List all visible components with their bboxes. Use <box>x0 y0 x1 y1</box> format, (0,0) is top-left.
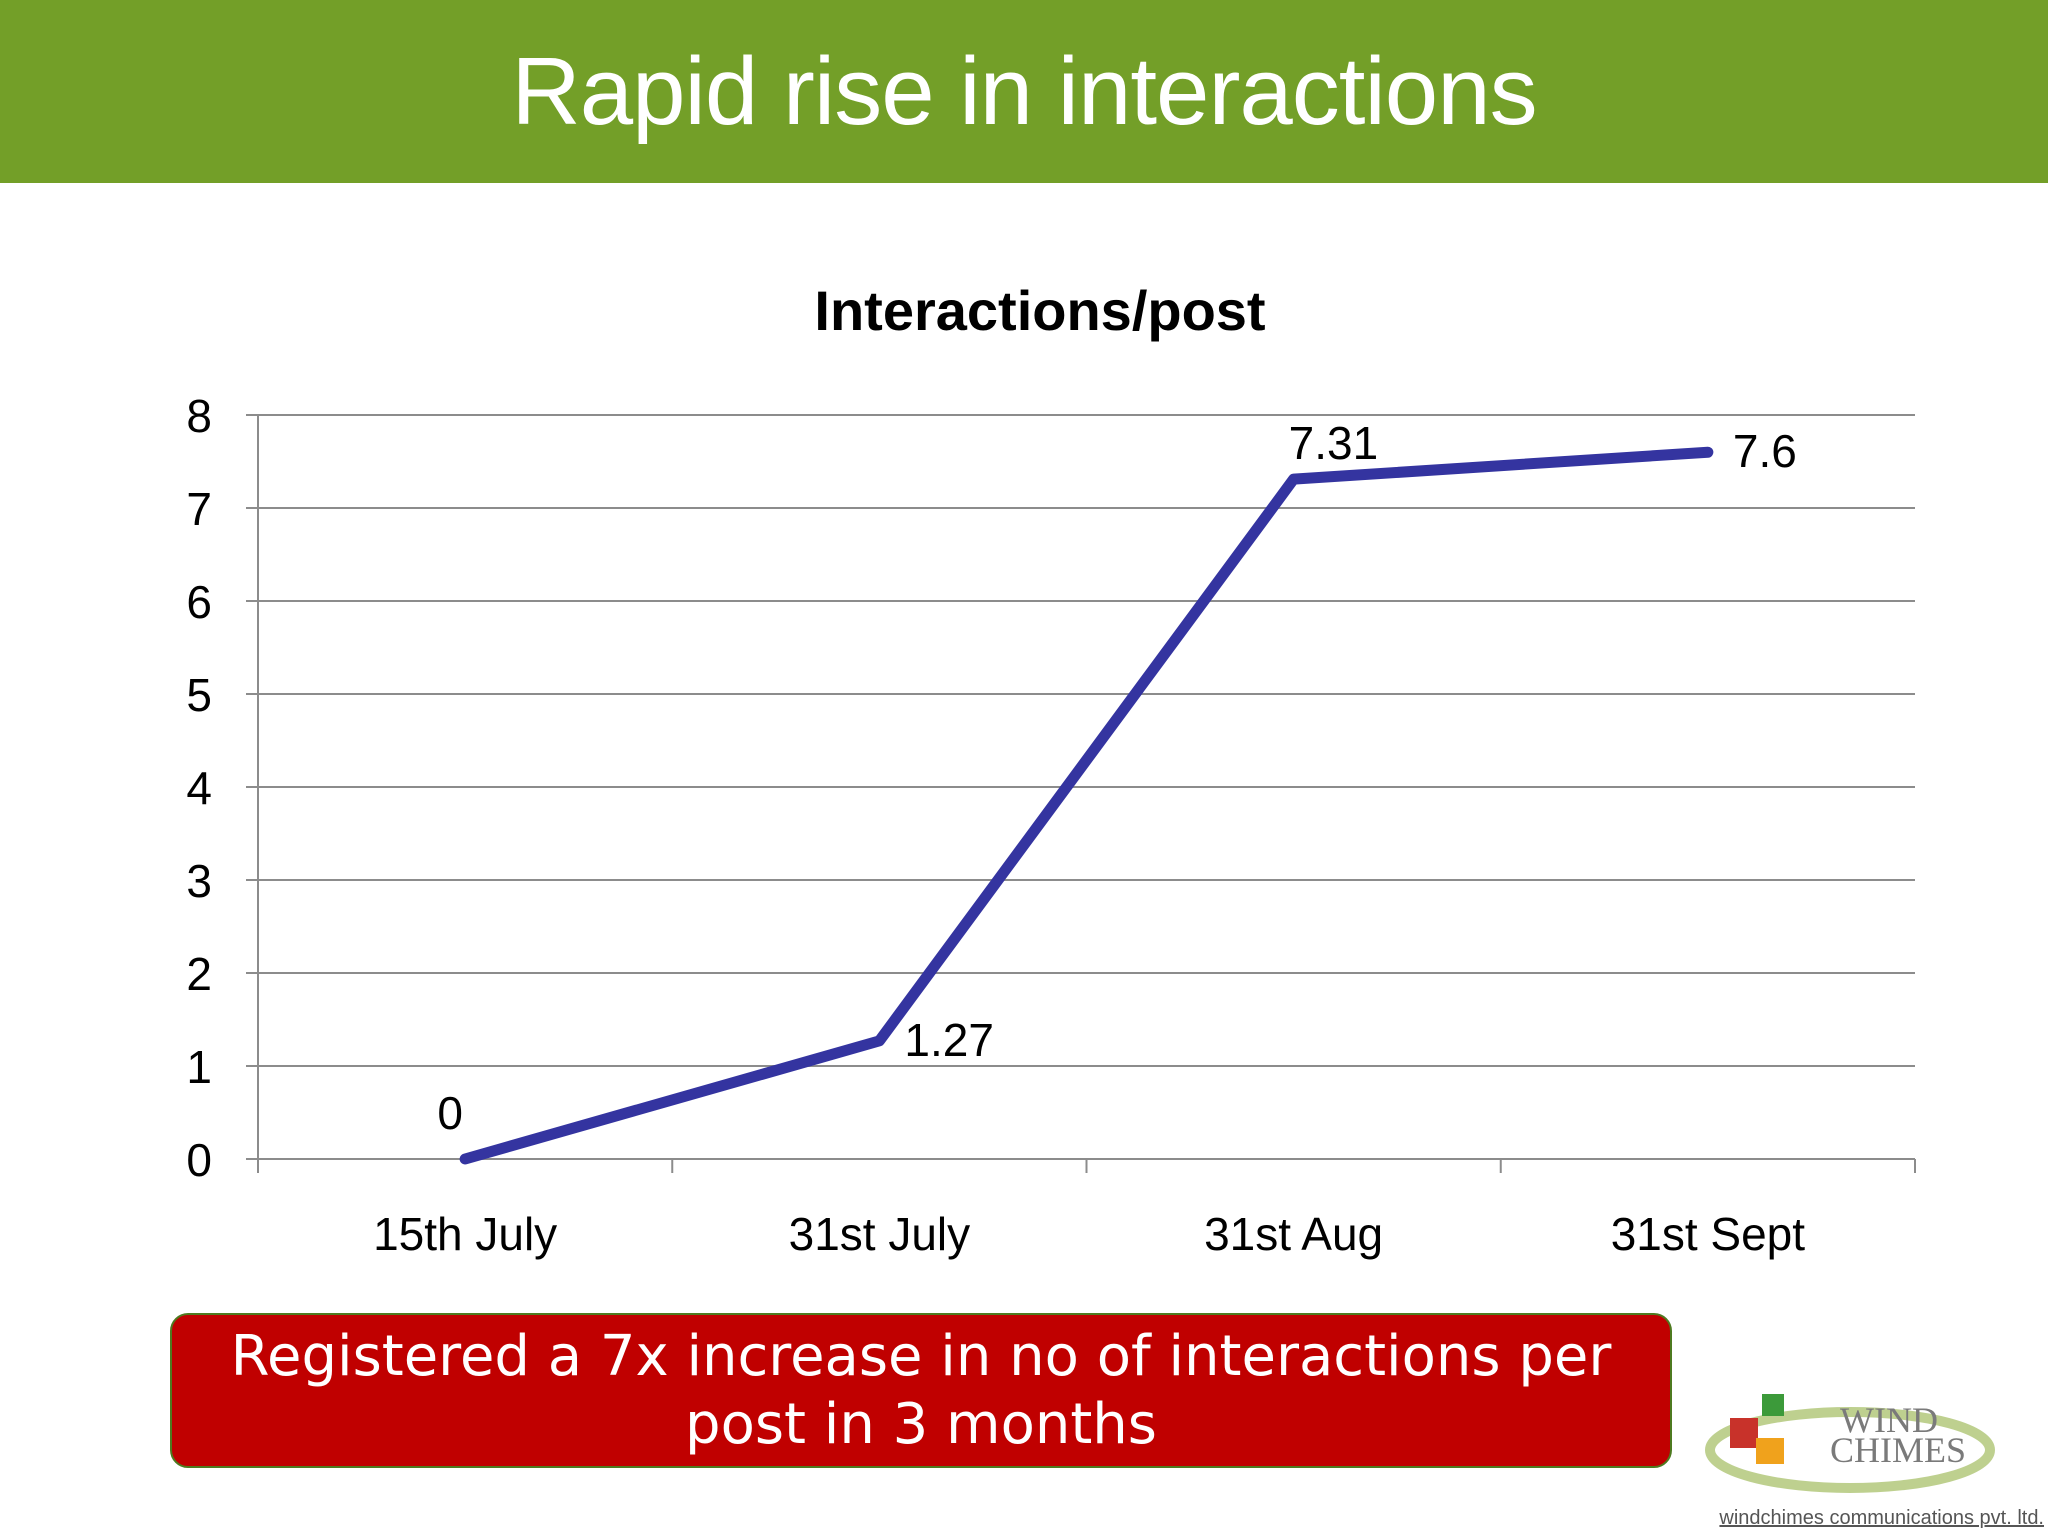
y-tick-label: 0 <box>186 1134 212 1186</box>
data-point-0 <box>460 1154 471 1164</box>
data-point-1 <box>874 1035 885 1046</box>
data-label-1: 1.27 <box>904 1014 994 1066</box>
slide-title: Rapid rise in interactions <box>511 37 1537 145</box>
x-tick-label: 15th July <box>373 1208 557 1260</box>
y-tick-label: 5 <box>186 669 212 721</box>
callout-text: Registered a 7x increase in no of intera… <box>230 1323 1612 1457</box>
x-tick-label: 31st Sept <box>1611 1208 1806 1260</box>
logo-text-chimes: CHIMES <box>1830 1430 1966 1470</box>
y-tick-label: 1 <box>186 1041 212 1093</box>
logo-text-wind: WIND <box>1840 1400 1938 1440</box>
data-label-3: 7.6 <box>1733 425 1797 477</box>
data-label-2: 7.31 <box>1289 417 1379 469</box>
y-tick-label: 8 <box>186 390 212 442</box>
callout-box: Registered a 7x increase in no of intera… <box>170 1313 1672 1468</box>
x-tick-label: 31st July <box>789 1208 971 1260</box>
windchimes-logo: WIND CHIMES <box>1705 1394 1995 1493</box>
series-line <box>459 446 1714 1165</box>
y-tick-label: 7 <box>186 483 212 535</box>
title-banner: Rapid rise in interactions <box>0 0 2048 183</box>
line-chart: 0 1 2 3 4 5 6 7 8 15th July 31st July 31st Aug 31st … <box>186 390 1916 1260</box>
y-tick-label: 4 <box>186 762 212 814</box>
x-tick-label: 31st Aug <box>1204 1208 1383 1260</box>
data-label-0: 0 <box>437 1087 463 1139</box>
y-tick-label: 2 <box>186 948 212 1000</box>
chart-title: Interactions/post <box>814 279 1266 342</box>
y-tick-label: 3 <box>186 855 212 907</box>
y-tick-label: 6 <box>186 576 212 628</box>
footer-company: windchimes communications pvt. ltd. <box>1719 1507 2044 1529</box>
data-point-2 <box>1288 474 1299 485</box>
data-point-3 <box>1702 447 1713 458</box>
